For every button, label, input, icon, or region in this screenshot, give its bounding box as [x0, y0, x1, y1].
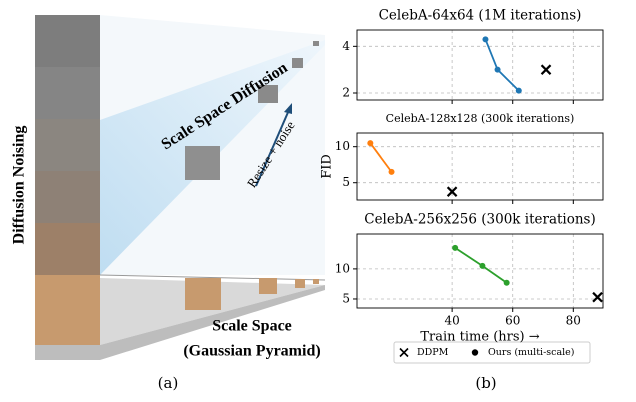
caption: (a) [158, 374, 179, 392]
legend-label: DDPM [417, 347, 449, 358]
x-tick-label: 40 [444, 314, 459, 328]
y-tick-label: 2 [342, 86, 350, 100]
line [369, 142, 393, 173]
axes-frame [356, 132, 604, 201]
x-tick-label: 80 [566, 314, 581, 328]
point [503, 279, 510, 286]
chart-title: CelebA-128x128 (300k iterations) [386, 112, 575, 125]
point [515, 87, 522, 94]
axes-frame [356, 233, 604, 309]
legend-marker [399, 347, 409, 358]
point [479, 262, 486, 269]
y-tick-label: 10 [335, 139, 350, 153]
chart-title: CelebA-64x64 (1M iterations) [379, 8, 582, 24]
x-tick-label: 60 [505, 314, 520, 328]
axes-frame [356, 29, 604, 101]
noising-label: Diffusion Noising [11, 126, 28, 245]
point [452, 244, 459, 251]
y-tick-label: 5 [342, 175, 350, 189]
y-tick-label: 4 [342, 39, 350, 53]
point [494, 66, 501, 73]
illustration: Diffusion Noising Scale Space Diffusion … [11, 15, 326, 360]
point [388, 168, 395, 175]
y-tick-label: 10 [335, 261, 350, 275]
point [482, 36, 489, 43]
space-label: (Gaussian Pyramid) [183, 343, 320, 360]
x-marker [446, 186, 458, 197]
chart-title: CelebA-256x256 (300k iterations) [364, 212, 596, 228]
y-tick-label: 5 [342, 291, 350, 305]
y-axis-label: FID [320, 154, 335, 179]
x-marker [592, 291, 603, 303]
legend-label: Ours (multi-scale) [488, 347, 575, 358]
legend [393, 341, 591, 364]
space-label: Scale Space [212, 318, 292, 335]
x-axis-label: Train time (hrs) → [420, 330, 539, 345]
legend-marker [471, 349, 479, 356]
caption: (b) [475, 374, 496, 392]
x-marker [540, 64, 552, 75]
point [367, 140, 374, 147]
line [484, 38, 520, 92]
